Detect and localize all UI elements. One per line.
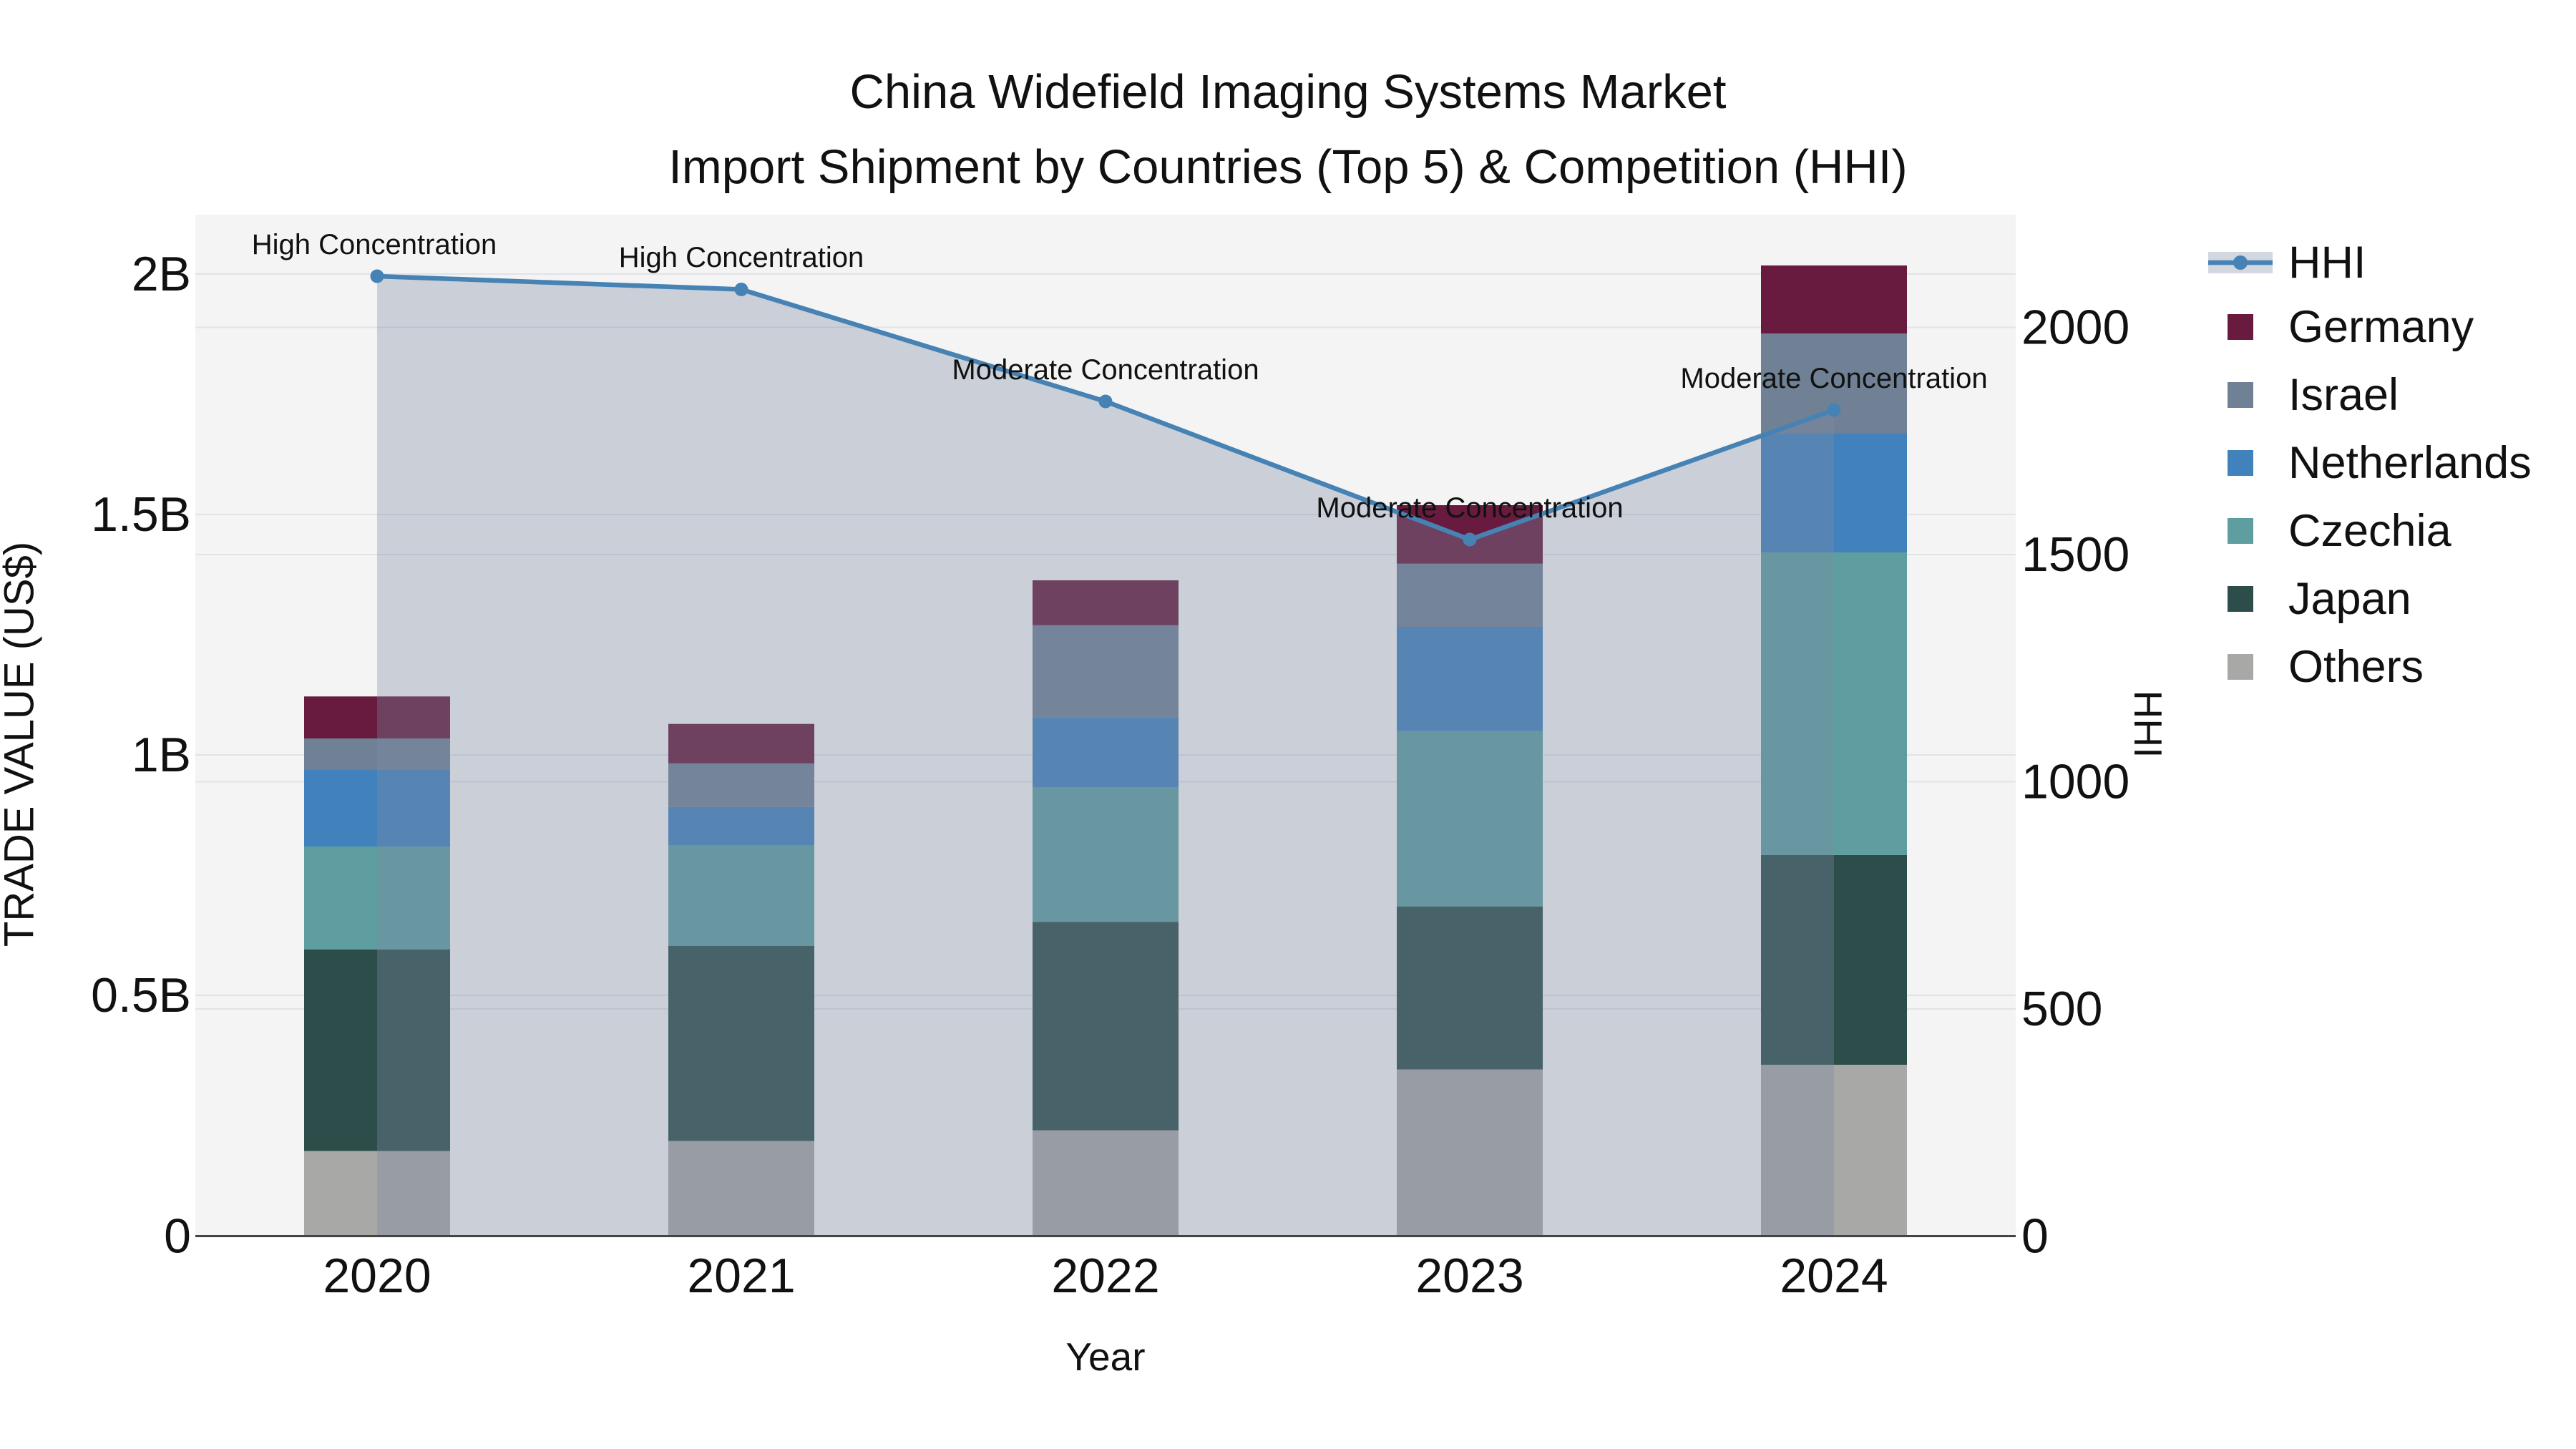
svg-text:HHI: HHI	[2126, 691, 2170, 758]
svg-text:Year: Year	[1065, 1335, 1145, 1379]
svg-text:China Widefield Imaging System: China Widefield Imaging Systems Market	[849, 65, 1726, 119]
svg-text:Netherlands: Netherlands	[2288, 438, 2532, 488]
svg-text:TRADE VALUE (US$): TRADE VALUE (US$)	[0, 542, 43, 947]
svg-text:2021: 2021	[687, 1249, 795, 1303]
svg-text:2B: 2B	[132, 247, 191, 301]
svg-text:2024: 2024	[1780, 1249, 1888, 1303]
svg-text:2023: 2023	[1415, 1249, 1523, 1303]
svg-text:HHI: HHI	[2288, 238, 2366, 288]
svg-text:High Concentration: High Concentration	[619, 242, 864, 273]
svg-text:0.5B: 0.5B	[91, 968, 191, 1023]
svg-text:1B: 1B	[132, 728, 191, 782]
svg-text:Israel: Israel	[2288, 370, 2399, 420]
svg-text:Czechia: Czechia	[2288, 506, 2452, 556]
svg-text:0: 0	[164, 1209, 191, 1264]
svg-text:Import Shipment by Countries (: Import Shipment by Countries (Top 5) & C…	[668, 140, 1907, 194]
svg-text:Moderate Concentration: Moderate Concentration	[952, 354, 1259, 386]
svg-text:2020: 2020	[323, 1249, 431, 1303]
svg-text:High Concentration: High Concentration	[252, 229, 497, 260]
svg-text:Moderate Concentration: Moderate Concentration	[1680, 363, 1987, 394]
svg-text:Moderate Concentration: Moderate Concentration	[1316, 492, 1623, 524]
svg-text:1500: 1500	[2021, 527, 2129, 582]
svg-text:1000: 1000	[2021, 755, 2129, 809]
svg-text:500: 500	[2021, 982, 2102, 1036]
svg-text:2000: 2000	[2021, 301, 2129, 355]
svg-text:2022: 2022	[1051, 1249, 1159, 1303]
svg-text:Japan: Japan	[2288, 574, 2411, 624]
svg-text:1.5B: 1.5B	[91, 487, 191, 542]
svg-text:Germany: Germany	[2288, 302, 2474, 352]
svg-text:0: 0	[2021, 1209, 2049, 1264]
svg-text:Others: Others	[2288, 642, 2424, 692]
